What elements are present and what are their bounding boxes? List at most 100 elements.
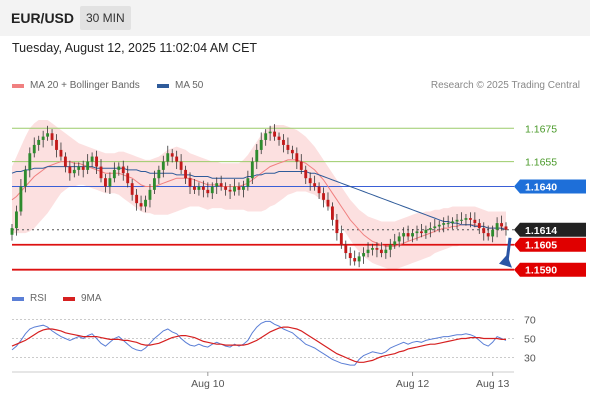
candle-body-105	[477, 223, 481, 229]
candle-body-73	[335, 219, 339, 234]
candle-body-12	[63, 156, 67, 167]
level-label-0: 1.1675	[525, 123, 557, 135]
candle-body-71	[326, 199, 330, 207]
candle-body-64	[295, 153, 299, 162]
candle-body-90	[411, 233, 414, 237]
candle-body-103	[468, 218, 472, 220]
candle-body-15	[77, 166, 81, 170]
candle-body-82	[375, 248, 379, 250]
candle-body-91	[415, 231, 419, 234]
candle-body-22	[108, 178, 112, 187]
level-tag-5	[514, 262, 586, 277]
candle-body-87	[397, 236, 401, 242]
candle-body-35	[166, 153, 170, 162]
candle-body-6	[37, 139, 41, 145]
candle-body-39	[184, 169, 188, 179]
candle-body-25	[121, 166, 125, 174]
rsi-line	[11, 320, 507, 366]
candle-body-68	[313, 183, 317, 187]
candle-body-51	[237, 186, 241, 190]
candle-body-46	[215, 183, 219, 187]
candle-body-83	[379, 249, 383, 254]
candle-body-70	[322, 193, 325, 200]
candle-body-11	[59, 149, 63, 157]
candle-body-57	[264, 133, 268, 140]
candle-body-111	[504, 226, 508, 230]
candle-body-2	[19, 186, 23, 212]
candle-body-4	[28, 153, 32, 170]
candle-body-84	[384, 249, 388, 254]
datetime-stamp: Tuesday, August 12, 2025 11:02:04 AM CET	[12, 41, 258, 55]
candle-body-59	[273, 131, 277, 137]
rsi-tick-2: 30	[524, 353, 536, 365]
candle-body-30	[144, 199, 147, 207]
candle-body-1	[15, 211, 18, 229]
candle-body-66	[304, 169, 308, 179]
candle-body-13	[68, 166, 72, 174]
candle-body-54	[250, 161, 254, 179]
candle-body-94	[428, 228, 432, 230]
time-label-2: Aug 13	[476, 378, 509, 390]
candle-body-7	[41, 136, 45, 140]
candle-body-38	[179, 161, 183, 170]
candle-body-74	[339, 233, 343, 245]
ma20-label: MA 20 + Bollinger Bands	[30, 80, 140, 91]
candle-body-69	[317, 186, 321, 194]
candle-body-93	[424, 229, 428, 234]
symbol-title: EUR/USD	[11, 10, 75, 26]
credit-text: Research © 2025 Trading Central	[430, 80, 580, 91]
candle-body-23	[112, 169, 116, 179]
candle-body-52	[241, 186, 245, 190]
ma9-label: 9MA	[81, 293, 102, 304]
candle-body-88	[402, 233, 406, 237]
candle-body-89	[406, 233, 410, 237]
level-tag-2	[514, 179, 586, 194]
level-label-3: 1.1614	[525, 225, 557, 237]
candle-body-85	[388, 244, 392, 250]
candle-body-77	[353, 258, 357, 262]
candle-body-95	[433, 226, 437, 229]
candle-body-36	[170, 153, 174, 157]
forecast-arrow-head	[499, 254, 512, 268]
time-label-1: Aug 12	[396, 378, 429, 390]
candle-body-75	[344, 244, 348, 254]
candle-body-10	[55, 139, 58, 150]
candle-body-63	[290, 149, 294, 154]
bollinger-band-area	[12, 120, 506, 270]
candle-body-65	[299, 161, 303, 170]
candle-body-81	[371, 248, 374, 250]
candle-body-19	[95, 156, 98, 167]
candle-body-49	[228, 189, 232, 192]
candle-body-98	[446, 223, 450, 225]
candle-body-109	[495, 223, 499, 230]
candle-body-34	[161, 161, 165, 170]
legend-rsi: RSI	[12, 293, 47, 304]
candle-body-18	[90, 156, 94, 162]
candle-body-108	[491, 229, 495, 237]
level-tag-3	[514, 222, 586, 237]
time-label-0: Aug 10	[191, 378, 224, 390]
candle-body-16	[81, 166, 85, 170]
timeframe-badge[interactable]: 30 MIN	[80, 6, 131, 30]
candle-body-60	[277, 136, 281, 140]
candle-body-96	[437, 224, 441, 227]
ma50-swatch	[157, 83, 169, 88]
header-bar: EUR/USD 30 MIN	[0, 0, 590, 36]
level-label-5: 1.1590	[525, 265, 557, 277]
rsi-9ma-line	[11, 326, 506, 363]
candle-body-76	[348, 253, 352, 259]
candle-body-40	[188, 178, 192, 187]
candle-body-58	[268, 131, 272, 134]
candle-body-99	[451, 221, 455, 224]
candle-body-100	[455, 219, 459, 222]
candle-body-86	[393, 241, 397, 245]
candle-body-72	[330, 206, 334, 220]
candle-body-43	[201, 186, 205, 190]
rsi-swatch	[12, 296, 24, 301]
candle-body-33	[157, 169, 161, 179]
candle-body-55	[255, 149, 259, 162]
candle-body-110	[500, 223, 503, 227]
ma50-line	[11, 166, 507, 231]
candle-body-42	[197, 186, 201, 190]
candle-body-79	[362, 253, 366, 257]
